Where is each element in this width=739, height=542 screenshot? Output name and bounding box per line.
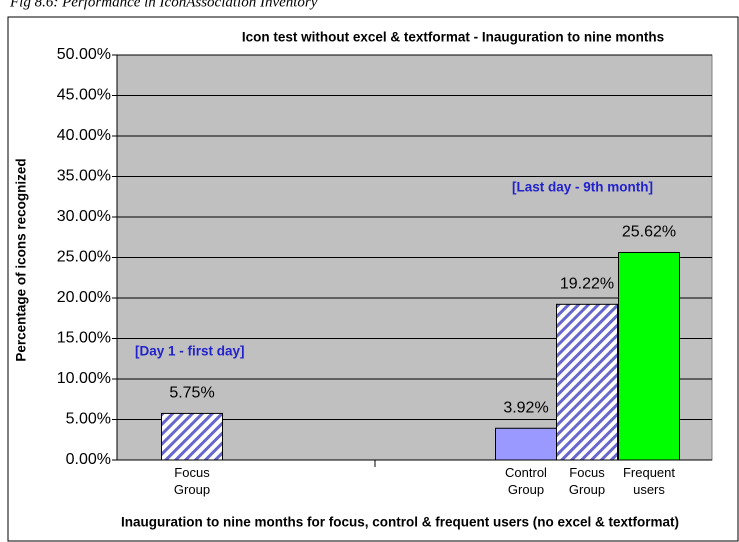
chart-title: Icon test without excel & textformat - I… — [242, 30, 664, 45]
y-tick-label: 30.00% — [57, 208, 111, 225]
y-tick-label: 40.00% — [57, 127, 111, 144]
value-label: 5.75% — [169, 385, 214, 402]
x-tick-label: Focus Group — [569, 465, 605, 497]
value-label: 3.92% — [503, 399, 548, 416]
x-tick-label: Focus Group — [174, 465, 210, 497]
y-tick-label: 10.00% — [57, 370, 111, 387]
x-tick-label-line: Frequent — [623, 465, 675, 480]
annotation: [Last day - 9th month] — [512, 180, 653, 195]
y-tick-label: 35.00% — [57, 168, 111, 185]
x-tick-label-line: Focus — [569, 465, 605, 480]
y-tick-label: 15.00% — [57, 330, 111, 347]
x-tick-label-line: Focus — [174, 465, 210, 480]
y-tick-label: 50.00% — [57, 46, 111, 63]
caption: Fig 8.6: Performance in IconAssociation … — [9, 0, 318, 10]
x-tick-label: Control Group — [505, 465, 547, 497]
value-label: 25.62% — [622, 224, 676, 241]
y-tick-label: 0.00% — [66, 451, 111, 468]
bar — [161, 412, 223, 461]
y-axis-label: Percentage of icons recognized — [14, 158, 29, 361]
value-label: 19.22% — [560, 276, 614, 293]
x-tick-label: Frequent users — [623, 465, 675, 497]
bar — [556, 303, 618, 461]
x-tick-label-line: Group — [569, 482, 605, 497]
y-tick-label: 45.00% — [57, 87, 111, 104]
x-tick-label-line: Control — [505, 465, 547, 480]
bar — [495, 427, 557, 461]
x-axis-label: Inauguration to nine months for focus, c… — [121, 515, 679, 530]
y-tick-label: 25.00% — [57, 249, 111, 266]
y-tick-label: 20.00% — [57, 289, 111, 306]
x-tick-label-line: users — [633, 482, 665, 497]
x-tick-label-line: Group — [508, 482, 544, 497]
x-tick-label-line: Group — [174, 482, 210, 497]
annotation: [Day 1 - first day] — [135, 344, 245, 359]
bar — [618, 251, 680, 461]
y-tick-label: 5.00% — [66, 411, 111, 428]
